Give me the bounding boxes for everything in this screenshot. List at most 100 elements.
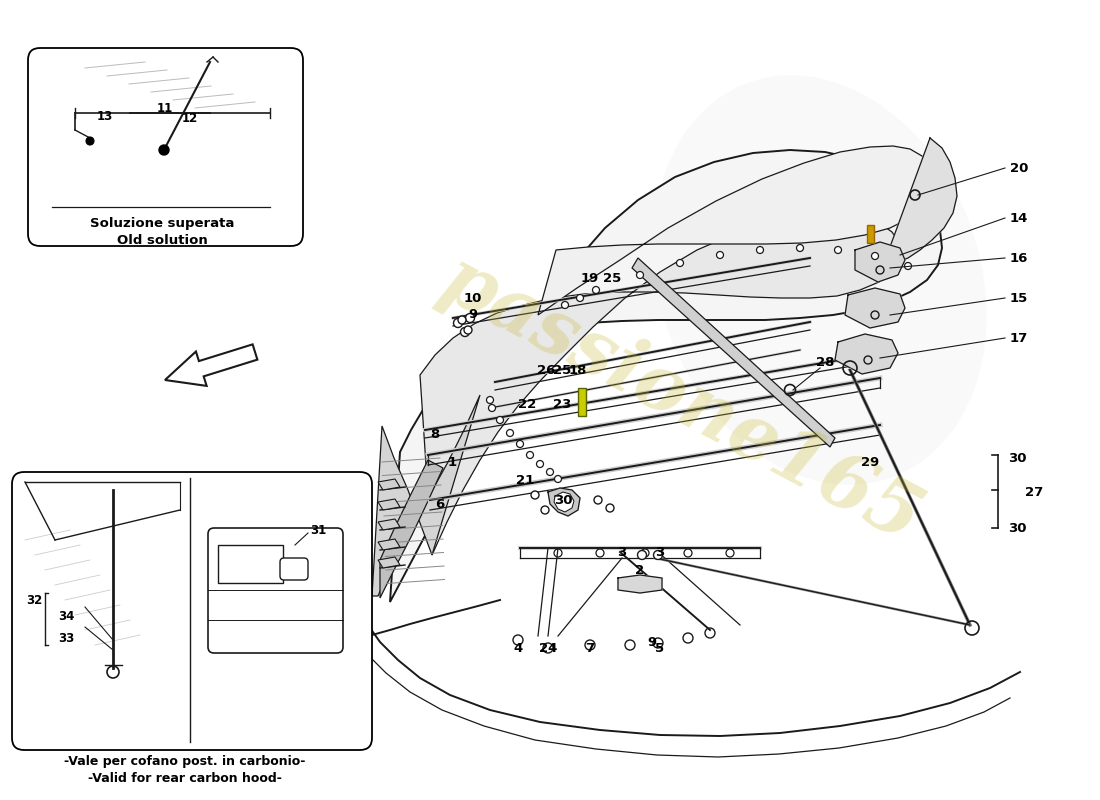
Text: 27: 27 [1025,486,1043,498]
Circle shape [596,549,604,557]
Polygon shape [378,499,400,510]
Circle shape [461,327,470,337]
Text: 28: 28 [816,355,834,369]
Polygon shape [379,460,443,598]
Text: 11: 11 [157,102,173,114]
Circle shape [871,253,879,259]
Text: 3: 3 [656,546,664,558]
Circle shape [576,294,583,302]
Circle shape [593,286,600,294]
Polygon shape [883,138,957,266]
Text: 30: 30 [1008,451,1026,465]
Text: 22: 22 [518,398,536,411]
Polygon shape [618,575,662,593]
Text: 9: 9 [648,635,657,649]
Circle shape [684,549,692,557]
Circle shape [513,635,522,645]
Text: 21: 21 [516,474,535,486]
Text: 29: 29 [861,455,879,469]
Bar [578,388,586,416]
Bar [867,225,875,243]
Polygon shape [845,288,905,328]
Circle shape [554,475,561,482]
Text: 33: 33 [58,631,75,645]
Text: Soluzione superata: Soluzione superata [90,217,234,230]
Circle shape [796,245,803,251]
Circle shape [527,451,534,458]
Circle shape [683,633,693,643]
Circle shape [465,314,474,322]
Text: 30: 30 [553,494,572,506]
Circle shape [585,640,595,650]
Text: 13: 13 [97,110,113,123]
Text: 6: 6 [436,498,444,511]
Text: 3: 3 [617,546,627,558]
Circle shape [561,302,569,309]
Text: -Vale per cofano post. in carbonio-: -Vale per cofano post. in carbonio- [64,755,306,769]
Circle shape [531,491,539,499]
Text: 10: 10 [464,291,482,305]
Circle shape [547,469,553,475]
Polygon shape [554,492,574,512]
Polygon shape [378,557,400,568]
Circle shape [486,397,494,403]
FancyBboxPatch shape [28,48,302,246]
Polygon shape [372,395,480,596]
Text: 25: 25 [603,271,622,285]
Text: 16: 16 [1010,251,1028,265]
Text: 7: 7 [585,642,595,654]
Polygon shape [538,146,935,315]
Bar [218,545,283,583]
Text: Old solution: Old solution [117,234,208,246]
FancyBboxPatch shape [280,558,308,580]
Circle shape [458,316,466,324]
Text: 2: 2 [636,563,645,577]
FancyBboxPatch shape [208,528,343,653]
FancyBboxPatch shape [12,472,372,750]
Text: passione165: passione165 [428,242,933,558]
Text: 30: 30 [1008,522,1026,534]
Circle shape [625,640,635,650]
Text: 23: 23 [553,398,571,411]
Polygon shape [548,488,580,516]
Circle shape [160,145,169,155]
Circle shape [506,430,514,437]
Circle shape [453,318,462,327]
Text: -Valid for rear carbon hood-: -Valid for rear carbon hood- [88,773,282,786]
Circle shape [541,506,549,514]
Text: 15: 15 [1010,291,1028,305]
Circle shape [653,638,663,648]
Text: 9: 9 [469,309,477,322]
Text: 24: 24 [539,642,558,654]
Circle shape [726,549,734,557]
Circle shape [554,549,562,557]
Circle shape [594,496,602,504]
Text: 12: 12 [182,111,198,125]
Circle shape [537,461,543,467]
Text: 19: 19 [581,271,600,285]
Polygon shape [632,258,835,447]
Text: 18: 18 [569,363,587,377]
Polygon shape [835,334,898,374]
FancyArrow shape [165,344,257,386]
Circle shape [488,405,495,411]
Polygon shape [378,479,400,490]
Circle shape [835,246,842,254]
Text: 8: 8 [430,429,440,442]
Polygon shape [420,213,900,555]
Polygon shape [378,519,400,530]
Text: 31: 31 [310,523,327,537]
Circle shape [638,550,647,559]
Text: 14: 14 [1010,211,1028,225]
Text: 20: 20 [1010,162,1028,174]
Text: 34: 34 [58,610,75,622]
Text: 32: 32 [26,594,42,607]
Polygon shape [855,242,905,282]
Text: 4: 4 [514,642,522,654]
Circle shape [464,326,472,334]
Circle shape [606,504,614,512]
Circle shape [716,251,724,258]
Polygon shape [390,150,942,602]
Text: 25: 25 [553,363,571,377]
Circle shape [757,246,763,254]
